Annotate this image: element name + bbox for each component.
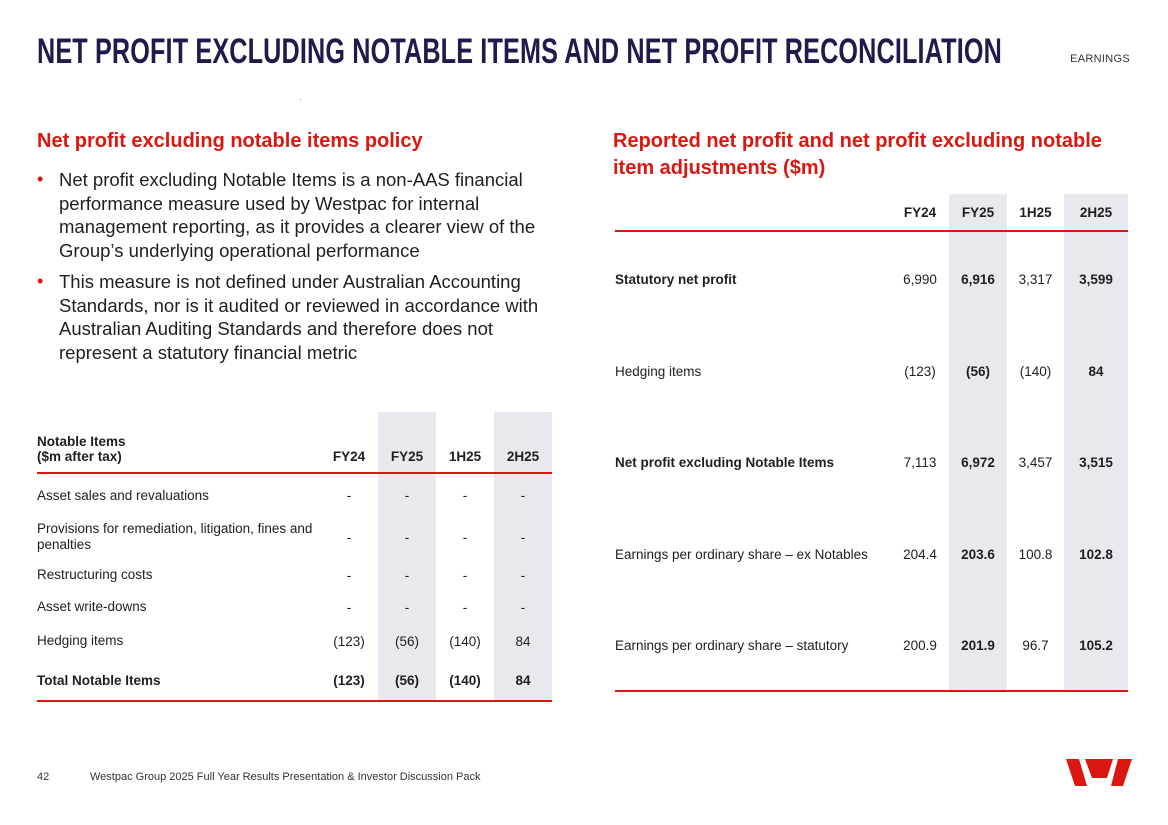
row-label: Restructuring costs — [37, 567, 153, 582]
column-header: 1H25 — [1007, 194, 1064, 232]
westpac-logo-icon — [1066, 759, 1132, 792]
cell: - — [462, 488, 468, 503]
column-header: 2H25 — [1064, 194, 1128, 232]
cell: - — [378, 473, 436, 517]
cell: 200.9 — [891, 600, 949, 692]
cell: - — [346, 529, 352, 545]
cell: (123) — [320, 661, 378, 702]
cell: - — [378, 593, 436, 621]
table-row: Restructuring costs - - - - — [37, 557, 552, 593]
notable-header-label: Notable Items ($m after tax) — [37, 412, 320, 474]
cell: (123) — [333, 633, 365, 649]
reconciliation-heading: Reported net profit and net profit exclu… — [613, 130, 1102, 179]
cell: (140) — [449, 633, 481, 649]
cell: 6,990 — [903, 271, 937, 287]
row-label: Hedging items — [37, 633, 124, 648]
corner-cell — [615, 194, 891, 232]
row-label: Total Notable Items — [37, 661, 320, 702]
cell: (56) — [949, 326, 1007, 417]
cell: - — [462, 529, 468, 545]
column-header: FY24 — [891, 194, 949, 232]
table-row: Asset write-downs - - - - — [37, 593, 552, 621]
footer-text: Westpac Group 2025 Full Year Results Pre… — [90, 771, 481, 783]
cell: (140) — [1019, 364, 1052, 379]
table-row: Asset sales and revaluations - - - - — [37, 473, 552, 517]
row-label: Statutory net profit — [615, 271, 737, 287]
page-number: 42 — [37, 771, 50, 783]
policy-bullet: Net profit excluding Notable Items is a … — [37, 168, 562, 262]
notable-items-table: Notable Items ($m after tax) FY24 FY25 1… — [37, 412, 552, 702]
cell: (123) — [904, 364, 936, 379]
notable-header-line1: Notable Items — [37, 434, 126, 449]
cell: 84 — [1064, 326, 1128, 417]
cell: 3,457 — [1018, 455, 1053, 470]
notable-header-line2: ($m after tax) — [37, 449, 122, 464]
cell: - — [378, 517, 436, 557]
cell: - — [346, 599, 352, 615]
table-row: Statutory net profit 6,990 6,916 3,317 3… — [615, 231, 1128, 326]
cell: 84 — [494, 621, 552, 661]
row-label: Hedging items — [615, 364, 702, 379]
cell: (56) — [378, 661, 436, 702]
policy-heading: Net profit excluding notable items polic… — [37, 130, 423, 152]
cell: 96.7 — [1007, 600, 1064, 692]
cell: 3,317 — [1018, 271, 1053, 287]
row-label: Provisions for remediation, litigation, … — [37, 521, 313, 552]
policy-bullet: This measure is not defined under Austra… — [37, 270, 562, 364]
cell: 3,599 — [1064, 231, 1128, 326]
policy-bullets: Net profit excluding Notable Items is a … — [37, 168, 562, 372]
cell: - — [494, 593, 552, 621]
column-header: FY25 — [378, 412, 436, 474]
column-header: FY25 — [949, 194, 1007, 232]
row-label: Asset write-downs — [37, 599, 147, 614]
cell: - — [346, 488, 352, 503]
table-row: Hedging items (123) (56) (140) 84 — [615, 326, 1128, 417]
cell: - — [346, 567, 352, 583]
cell: 100.8 — [1018, 546, 1053, 562]
cell: 7,113 — [903, 455, 937, 470]
row-label: Earnings per ordinary share – ex Notable… — [615, 546, 868, 562]
cell: - — [462, 599, 468, 615]
cell: - — [494, 473, 552, 517]
cell: 105.2 — [1064, 600, 1128, 692]
column-header: 2H25 — [494, 412, 552, 474]
cell: - — [494, 517, 552, 557]
cell: (56) — [378, 621, 436, 661]
row-label: Earnings per ordinary share – statutory — [615, 600, 891, 692]
table-row: Earnings per ordinary share – ex Notable… — [615, 508, 1128, 600]
cell: 204.4 — [903, 546, 937, 562]
column-header: FY24 — [320, 412, 378, 474]
table-row: Earnings per ordinary share – statutory … — [615, 600, 1128, 692]
cell: 84 — [494, 661, 552, 702]
cell: 102.8 — [1064, 508, 1128, 600]
cell: 3,515 — [1064, 417, 1128, 508]
westpac-w-logo-icon — [1066, 759, 1132, 786]
cell: - — [462, 567, 468, 583]
stray-dot — [300, 99, 301, 100]
cell: 203.6 — [949, 508, 1007, 600]
cell: - — [378, 557, 436, 593]
section-tag: EARNINGS — [1070, 53, 1130, 65]
cell: 201.9 — [949, 600, 1007, 692]
table-row: Hedging items (123) (56) (140) 84 — [37, 621, 552, 661]
table-row-total: Total Notable Items (123) (56) (140) 84 — [37, 661, 552, 702]
row-label: Net profit excluding Notable Items — [615, 455, 835, 470]
cell: 6,916 — [949, 231, 1007, 326]
row-label: Asset sales and revaluations — [37, 487, 209, 503]
cell: (140) — [436, 661, 494, 702]
column-header: 1H25 — [436, 412, 494, 474]
page-title: NET PROFIT EXCLUDING NOTABLE ITEMS AND N… — [37, 32, 1002, 71]
cell: - — [494, 557, 552, 593]
table-row: Net profit excluding Notable Items 7,113… — [615, 417, 1128, 508]
cell: 6,972 — [949, 417, 1007, 508]
table-row: Provisions for remediation, litigation, … — [37, 517, 552, 557]
reconciliation-table: FY24 FY25 1H25 2H25 Statutory net profit… — [615, 194, 1128, 692]
